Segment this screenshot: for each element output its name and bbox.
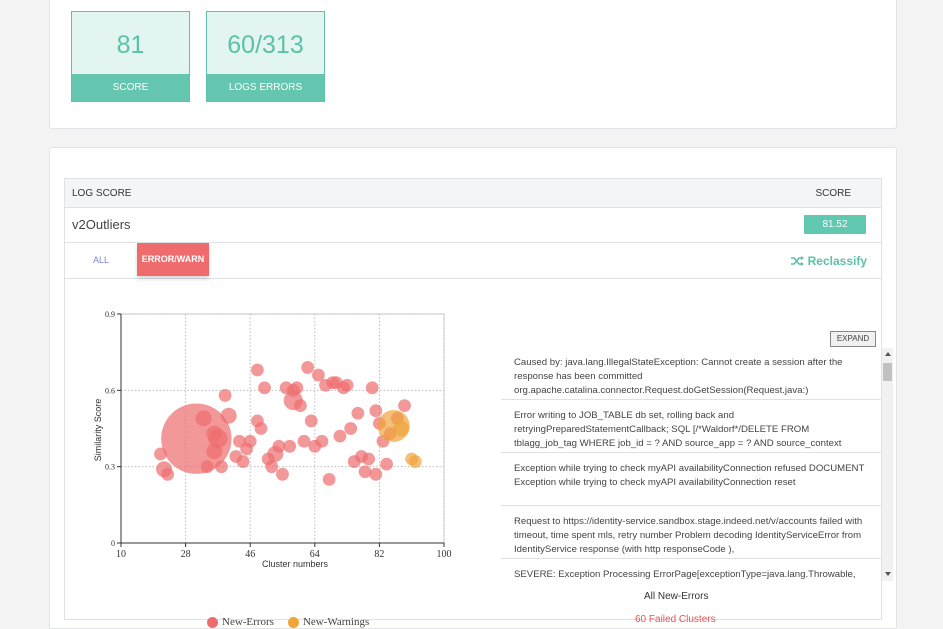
error-cluster-point [344,422,358,435]
error-cluster-point [365,381,379,395]
y-tick-label: 0.3 [105,463,115,472]
logs-errors-label: LOGS ERRORS [207,74,324,101]
error-cluster-point [358,465,372,479]
legend-errors-label: New-Errors [222,616,274,628]
reclassify-label: Reclassify [807,254,867,268]
y-tick-label: 0.9 [105,310,115,319]
list-item[interactable]: SEVERE: Exception Processing ErrorPage[e… [501,559,882,581]
score-value: 81 [116,31,145,59]
list-item[interactable]: Request to https://identity-service.sand… [501,506,882,559]
error-cluster-point [200,460,214,474]
chart-points [154,361,422,486]
shuffle-icon [790,256,804,266]
table-row[interactable]: v2Outliers 81.52 [65,208,881,243]
error-cluster-point [369,467,383,481]
chart-legend: New-Errors New-Warnings [207,616,369,628]
error-cluster-point [283,439,297,453]
tab-all[interactable]: ALL [65,243,137,278]
error-cluster-point [301,361,315,374]
warning-cluster-point [392,420,409,437]
error-cluster-point [322,472,336,486]
error-cluster-point [304,414,318,428]
y-axis-label: Similarity Score [93,399,103,462]
error-cluster-point [265,460,279,474]
log-score-table: LOG SCORE SCORE v2Outliers 81.52 ALL ERR… [64,178,893,628]
error-cluster-point [195,410,212,427]
y-tick-label: 0 [111,539,115,548]
header-log-score: LOG SCORE [72,188,132,199]
chart-axes: 10 28 46 64 82 100 0 0.3 0.6 0.9 [105,310,452,560]
tab-error-warn[interactable]: ERROR/WARN [137,243,209,276]
log-list-panel: Caused by: java.lang.IllegalStateExcepti… [501,348,894,581]
error-cluster-point [380,457,393,471]
error-cluster-point [272,439,286,453]
error-cluster-point [236,455,250,468]
error-cluster-point [311,368,325,382]
warning-cluster-point [408,455,422,468]
x-tick-label: 10 [116,549,126,560]
x-tick-label: 82 [374,549,384,560]
error-cluster-point [161,467,175,481]
x-axis-label: Cluster numbers [262,559,329,569]
row-name: v2Outliers [72,217,131,232]
scroll-thumb[interactable] [883,363,892,381]
y-tick-label: 0.6 [105,386,115,395]
error-cluster-point [154,447,167,461]
error-cluster-point [243,434,257,448]
header-score: SCORE [815,188,851,199]
x-tick-label: 100 [437,549,452,560]
error-cluster-point [220,407,237,424]
error-cluster-point [297,434,311,448]
error-cluster-point [276,467,289,481]
error-cluster-point [398,399,411,412]
list-item[interactable]: Exception while trying to check myAPI av… [501,453,882,506]
legend-warnings-swatch [287,616,299,628]
legend-errors-swatch [207,616,218,628]
error-cluster-point [258,381,271,395]
x-tick-label: 28 [181,549,191,560]
error-cluster-point [218,389,232,402]
scroll-up-icon[interactable] [885,352,891,356]
row-score-badge: 81.52 [804,215,866,234]
log-list: Caused by: java.lang.IllegalStateExcepti… [501,348,882,581]
logs-errors-stat: 60/313 LOGS ERRORS [206,11,325,102]
error-cluster-point [315,434,329,448]
failed-clusters-label: 60 Failed Clusters [635,614,716,625]
score-label: SCORE [72,74,189,101]
error-cluster-point [362,452,376,466]
score-stat: 81 SCORE [71,11,190,102]
expand-button[interactable]: EXPAND [830,331,876,347]
summary-card: 81 SCORE 60/313 LOGS ERRORS [49,0,897,129]
log-score-card: LOG SCORE SCORE v2Outliers 81.52 ALL ERR… [49,147,897,629]
error-cluster-point [340,378,354,392]
x-tick-label: 64 [310,549,320,560]
error-cluster-point [250,363,264,377]
list-item[interactable]: Error writing to JOB_TABLE db set, rolli… [501,400,882,453]
all-new-errors-label: All New-Errors [644,591,709,602]
scroll-down-icon[interactable] [885,572,891,576]
tab-bar: ALL ERROR/WARN Reclassify [65,243,881,279]
error-cluster-point [290,381,304,395]
table-header: LOG SCORE SCORE [65,179,881,208]
logs-errors-value: 60/313 [227,31,304,59]
x-tick-label: 46 [245,549,255,560]
legend-item-warnings[interactable]: New-Warnings [287,616,370,628]
reclassify-button[interactable]: Reclassify [790,254,867,268]
legend-warnings-label: New-Warnings [302,616,370,628]
list-item[interactable]: Caused by: java.lang.IllegalStateExcepti… [501,348,882,400]
legend-item-errors[interactable]: New-Errors [207,616,274,628]
error-cluster-point [369,404,383,418]
error-cluster-point [351,406,365,420]
error-cluster-point [254,422,268,435]
error-cluster-point [294,399,307,412]
error-cluster-point [215,460,228,474]
log-scrollbar[interactable] [882,348,893,581]
error-cluster-point [206,425,223,442]
error-cluster-point [333,429,347,443]
